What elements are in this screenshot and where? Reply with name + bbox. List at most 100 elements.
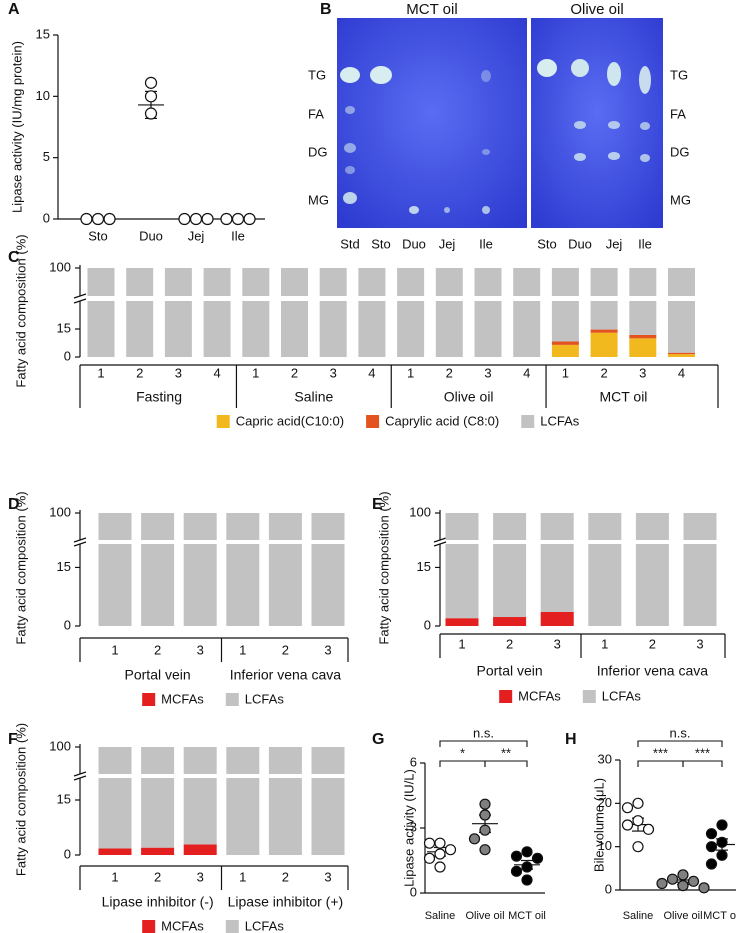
y-tick-label: 15 — [57, 791, 71, 806]
data-point — [656, 877, 668, 890]
x-tick-label: 2 — [154, 869, 161, 884]
y-axis-label: Lipase activity (IU/L) — [401, 769, 416, 887]
bar-segment — [540, 611, 574, 626]
group-label: Fasting — [136, 389, 182, 405]
y-tick-label: 10 — [36, 88, 50, 103]
bar-segment — [268, 747, 302, 774]
x-tick-label: 1 — [252, 365, 259, 380]
data-point — [434, 861, 446, 873]
x-tick-label: 1 — [562, 365, 569, 380]
lane-label: Ile — [479, 236, 493, 251]
bar-segment — [98, 513, 132, 540]
legend-swatch — [225, 693, 239, 706]
panel-letter: E — [372, 496, 383, 513]
data-point — [144, 76, 158, 89]
bar-segment — [493, 544, 527, 618]
y-tick-label: 100 — [49, 259, 71, 274]
x-tick-label: 4 — [523, 365, 530, 380]
bar-segment — [668, 352, 695, 355]
bar-segment — [319, 301, 347, 357]
significance-label: n.s. — [473, 725, 494, 740]
lane-label: Duo — [568, 236, 592, 251]
bar-segment — [164, 301, 192, 357]
bar-segment — [590, 329, 618, 333]
bar-segment — [98, 544, 132, 626]
band-label: FA — [308, 106, 324, 121]
y-tick-label: 0 — [64, 348, 71, 363]
x-tick-label: 4 — [678, 365, 685, 380]
band-label: DG — [308, 144, 328, 159]
axis-break-mark — [73, 541, 87, 547]
bar-segment — [183, 747, 217, 774]
y-tick-label: 0 — [64, 617, 71, 632]
group-label: Portal vein — [477, 663, 543, 679]
bar-segment — [183, 513, 217, 540]
data-point — [531, 852, 544, 864]
data-point — [716, 836, 728, 848]
band-label: TG — [670, 67, 688, 82]
y-tick-label: 0 — [424, 617, 431, 632]
bar-segment — [629, 338, 657, 357]
data-point — [178, 212, 191, 226]
panel-letter: A — [8, 1, 20, 18]
bar-segment — [268, 778, 302, 855]
bar-segment — [183, 544, 217, 626]
bar-segment — [445, 618, 479, 626]
panel-letter: B — [320, 1, 332, 18]
bar-segment — [668, 301, 695, 353]
significance-label: *** — [653, 745, 668, 760]
legend-label: MCFAs — [161, 918, 204, 933]
tlc-spot — [608, 121, 620, 129]
bar-segment — [126, 268, 154, 296]
x-tick-label: 3 — [197, 869, 204, 884]
legend-label: LCFAs — [602, 688, 642, 703]
band-label: DG — [670, 144, 690, 159]
x-tick-label: Jej — [188, 228, 205, 243]
significance-label: n.s. — [670, 725, 691, 740]
bar-segment — [183, 844, 217, 855]
bar-segment — [493, 513, 527, 540]
data-point — [666, 873, 679, 885]
tlc-spot — [537, 59, 557, 77]
legend-swatch — [142, 693, 156, 706]
x-tick-label: Sto — [88, 228, 108, 243]
x-tick-label: 3 — [639, 365, 646, 380]
x-tick-label: 3 — [324, 869, 331, 884]
bar-segment — [141, 747, 175, 774]
x-tick-label: Ile — [231, 228, 245, 243]
legend-label: MCFAs — [518, 688, 561, 703]
data-point — [243, 212, 256, 226]
y-axis-label: Bile volume (μL) — [591, 778, 606, 872]
group-label: Lipase inhibitor (-) — [102, 894, 214, 910]
significance-bracket — [637, 760, 684, 767]
data-point — [632, 841, 644, 853]
data-point — [705, 828, 718, 840]
tlc-spot — [571, 59, 589, 77]
y-tick-label: 0 — [410, 884, 417, 899]
data-point — [632, 797, 644, 809]
data-point — [521, 846, 533, 858]
tlc-spot — [345, 166, 355, 174]
tlc-spot — [574, 121, 586, 129]
legend: MCFAs LCFAs — [499, 688, 641, 703]
x-tick-label: 2 — [282, 869, 289, 884]
data-point — [91, 212, 105, 226]
legend-swatch — [366, 415, 380, 428]
tlc-spot — [482, 206, 490, 214]
panel-letter: D — [8, 496, 20, 513]
significance-bracket — [637, 740, 723, 747]
bar-segment — [445, 513, 479, 540]
x-tick-label: 4 — [368, 365, 375, 380]
bar-segment — [141, 778, 175, 848]
tlc-spot — [482, 149, 490, 155]
y-tick-label: 6 — [410, 754, 417, 769]
bar-segment — [551, 301, 579, 342]
bar-segment — [226, 544, 260, 626]
y-axis-label: Lipase activity (IU/mg protein) — [9, 41, 24, 213]
bar-segment — [629, 334, 657, 339]
tlc-plate — [337, 18, 527, 228]
legend-swatch — [216, 415, 230, 428]
data-point — [144, 90, 158, 103]
bar-segment — [588, 544, 622, 626]
bar-segment — [540, 513, 574, 540]
